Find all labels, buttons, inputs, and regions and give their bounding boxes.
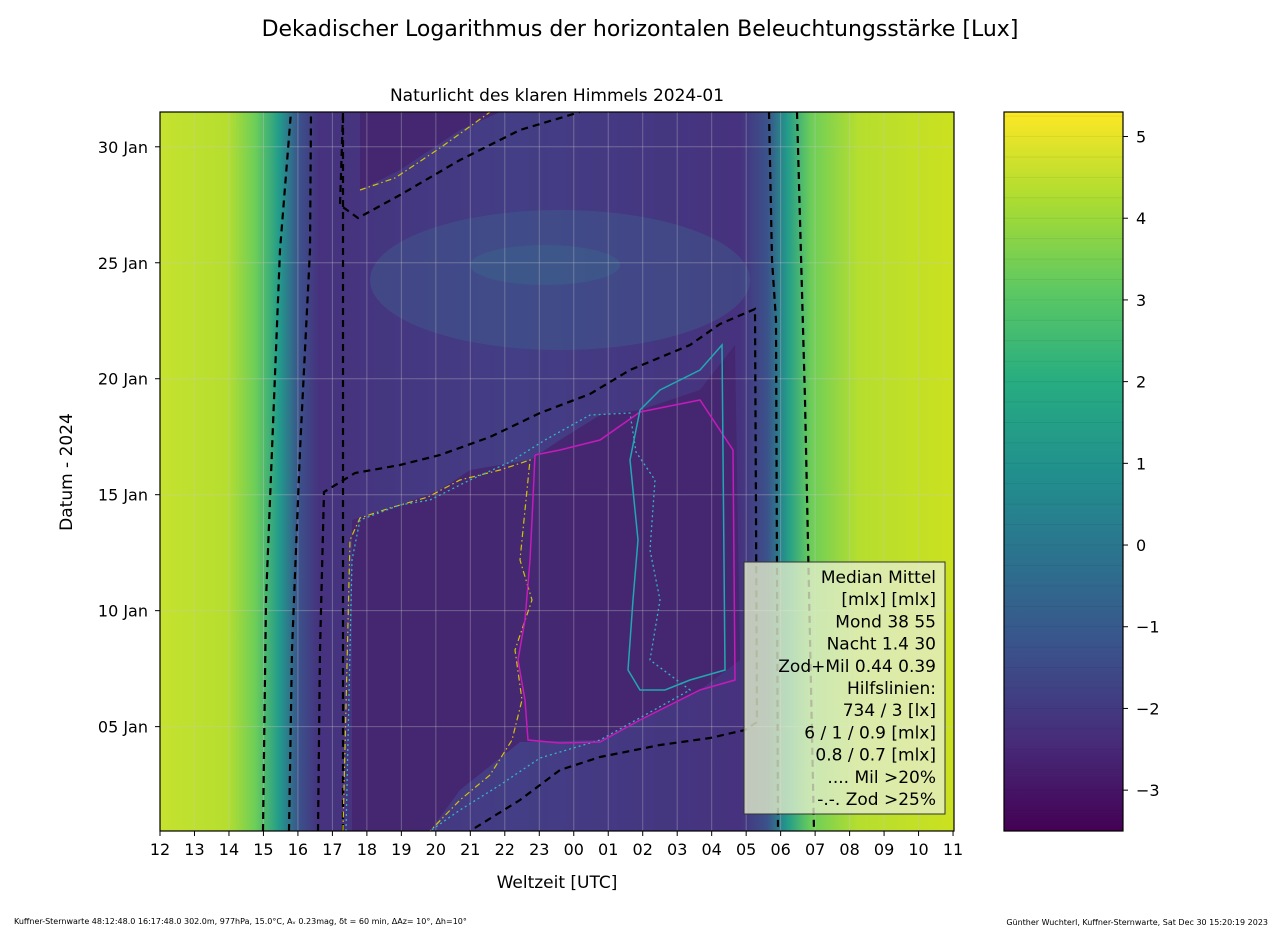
legend-entry: Mond 38 55 (835, 612, 936, 632)
milkyway-dotted-line (345, 412, 692, 831)
twilight-dashed-line-right (767, 112, 780, 831)
plot-frame (159, 111, 955, 832)
x-tick-label: 02 (633, 840, 653, 859)
colorbar: −3 −2 −1 0 1 2 3 4 5 (1003, 111, 1160, 832)
x-tick-label: 13 (184, 840, 204, 859)
figure-title: Dekadischer Logarithmus der horizontalen… (262, 17, 1019, 42)
legend-entry: Nacht 1.4 30 (827, 635, 936, 655)
colorbar-tick-label: 5 (1136, 128, 1146, 147)
x-tick-label: 23 (529, 840, 549, 859)
colorbar-gradient (1004, 112, 1123, 831)
x-tick-label: 22 (495, 840, 515, 859)
colorbar-tick-label: 1 (1136, 454, 1146, 473)
zodiacal-dashdot-line (342, 459, 533, 831)
twilight-dashed-line-left-inner (287, 112, 313, 831)
y-tick-label: 20 Jan (98, 370, 148, 389)
twilight-dashed-line-right-outer (795, 112, 816, 831)
colorbar-tick-label: −3 (1136, 781, 1160, 800)
x-tick-label: 10 (908, 840, 928, 859)
moon-dashed-line-lower (316, 307, 759, 831)
x-tick-label: 01 (598, 840, 618, 859)
x-tick-label: 05 (736, 840, 756, 859)
y-axis: 05 Jan 10 Jan 15 Jan 20 Jan 25 Jan 30 Jan (98, 138, 160, 737)
x-tick-label: 09 (874, 840, 894, 859)
footer-author: Günther Wuchterl, Kuffner-Sternwarte, Sa… (1006, 918, 1268, 927)
cyan-contour-line (627, 343, 726, 691)
legend-entry: -.-. Zod >25% (817, 790, 936, 810)
legend-entry: .... Mil >20% (827, 768, 936, 788)
legend-entry: Median Mittel (821, 568, 936, 588)
heatmap-field (160, 112, 954, 831)
x-tick-label: 00 (564, 840, 584, 859)
legend-entry: [mlx] [mlx] (841, 590, 936, 610)
x-tick-label: 20 (426, 840, 446, 859)
x-tick-label: 03 (667, 840, 687, 859)
x-tick-label: 16 (288, 840, 308, 859)
contour-lines (261, 112, 816, 831)
x-tick-label: 15 (253, 840, 273, 859)
x-tick-label: 08 (839, 840, 859, 859)
x-tick-label: 14 (219, 840, 239, 859)
legend-entry: 6 / 1 / 0.9 [mlx] (804, 723, 936, 743)
colorbar-tick-label: 4 (1136, 209, 1146, 228)
colorbar-tick-label: 2 (1136, 373, 1146, 392)
moon-dashed-line-upper (338, 112, 581, 831)
x-tick-label: 12 (150, 840, 170, 859)
y-tick-label: 30 Jan (98, 138, 148, 157)
y-tick-label: 15 Jan (98, 486, 148, 505)
colorbar-tick-label: 0 (1136, 536, 1146, 555)
legend-box (743, 561, 946, 815)
x-tick-label: 18 (357, 840, 377, 859)
legend: Median Mittel[mlx] [mlx]Mond 38 55 Nacht … (743, 561, 946, 815)
y-tick-label: 10 Jan (98, 602, 148, 621)
y-tick-label: 25 Jan (98, 254, 148, 273)
colorbar-frame (1003, 111, 1124, 832)
x-tick-label: 07 (805, 840, 825, 859)
x-tick-label: 19 (391, 840, 411, 859)
x-axis: 12 13 14 15 16 17 18 19 20 21 22 23 00 01 02 03 04 05 06 07… (150, 831, 963, 859)
legend-entry: 734 / 3 [lx] (843, 701, 936, 721)
colorbar-tick-label: −2 (1136, 699, 1160, 718)
legend-entry: Hilfslinien: (847, 679, 936, 699)
zodiacal-dashdot-line-top (359, 112, 491, 191)
x-tick-label: 17 (322, 840, 342, 859)
x-axis-label: Weltzeit [UTC] (497, 873, 618, 893)
twilight-dashed-line-left (261, 112, 293, 831)
y-axis-label: Datum - 2024 (57, 413, 77, 531)
legend-entry: Zod+Mil 0.44 0.39 (778, 657, 936, 677)
plot-subtitle: Naturlicht des klaren Himmels 2024-01 (390, 86, 724, 106)
colorbar-tick-label: 3 (1136, 291, 1146, 310)
x-tick-label: 11 (943, 840, 963, 859)
x-tick-label: 21 (460, 840, 480, 859)
legend-entry: 0.8 / 0.7 [mlx] (815, 746, 936, 766)
x-tick-label: 06 (770, 840, 790, 859)
magenta-contour-line (517, 399, 736, 744)
y-tick-label: 05 Jan (98, 718, 148, 737)
x-tick-label: 04 (702, 840, 722, 859)
footer-station-info: Kuffner-Sternwarte 48:12:48.0 16:17:48.0… (14, 917, 467, 926)
colorbar-tick-label: −1 (1136, 618, 1160, 637)
